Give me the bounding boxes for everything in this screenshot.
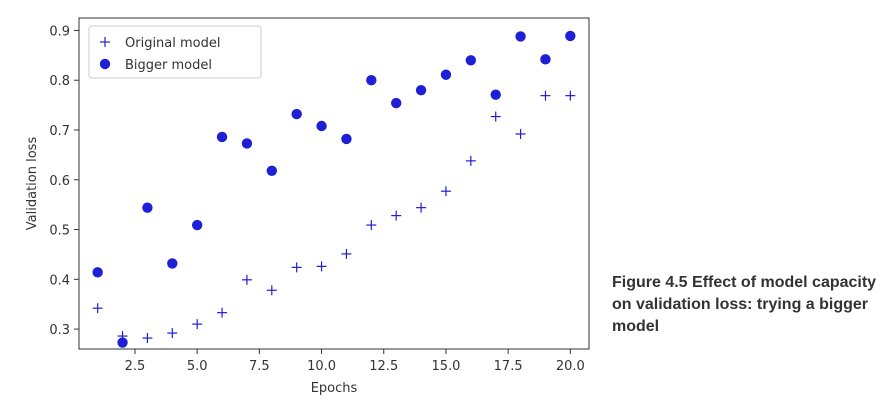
- bigger-model-point: [415, 84, 427, 96]
- bigger-model-point: [490, 89, 501, 100]
- y-axis-label: Validation loss: [25, 137, 40, 231]
- y-tick-label: 0.6: [49, 174, 70, 189]
- x-tick-label: 15.0: [431, 359, 460, 374]
- bigger-model-point: [142, 202, 153, 213]
- y-tick-label: 0.5: [49, 224, 70, 239]
- original-model-point: [92, 303, 103, 314]
- legend-circle-marker: [99, 58, 111, 70]
- bigger-model-point: [465, 55, 477, 66]
- original-model-point: [142, 333, 153, 344]
- original-model-point: [266, 285, 277, 296]
- original-model-point: [291, 262, 302, 273]
- x-tick-label: 7.5: [249, 359, 270, 374]
- y-axis: 0.3 0.4 0.5 0.6 0.7 0.8 0.9: [49, 24, 79, 338]
- bigger-model-point: [366, 75, 377, 86]
- x-tick-label: 10.0: [307, 359, 336, 374]
- legend-plus-marker: [100, 37, 110, 47]
- y-tick-label: 0.7: [49, 124, 70, 139]
- bigger-model-point: [291, 108, 302, 120]
- original-model-point: [565, 90, 576, 101]
- figure-number: Figure 4.5: [612, 274, 688, 291]
- x-tick-label: 17.5: [494, 359, 523, 374]
- bigger-model-point: [92, 267, 103, 278]
- bigger-model-point: [241, 138, 253, 149]
- figure-caption-text: Effect of model capacity on validation l…: [612, 274, 877, 335]
- x-axis: 2.5 5.0 7.5 10.0 12.5 15.0 17.5 20.0: [125, 349, 585, 374]
- legend: Original model Bigger model: [88, 25, 262, 79]
- x-tick-label: 2.5: [125, 359, 146, 374]
- original-model-point: [416, 202, 427, 213]
- figure-caption: Figure 4.5 Effect of model capacity on v…: [612, 272, 892, 338]
- x-tick-label: 20.0: [556, 359, 585, 374]
- y-tick-label: 0.4: [49, 273, 70, 288]
- x-axis-label: Epochs: [311, 381, 358, 396]
- legend-entry-label: Bigger model: [125, 58, 212, 73]
- bigger-model-point: [266, 165, 278, 177]
- bigger-model-point: [565, 30, 576, 42]
- original-model-point: [316, 261, 327, 272]
- original-model-point: [341, 248, 352, 259]
- bigger-model-point: [440, 69, 452, 80]
- original-model-point: [192, 319, 203, 330]
- plot-border: [78, 17, 590, 350]
- bigger-model-point: [540, 54, 551, 65]
- bigger-model-point: [191, 219, 203, 231]
- x-tick-label: 12.5: [369, 359, 398, 374]
- bigger-model-point: [515, 31, 526, 42]
- bigger-model-point: [390, 97, 402, 109]
- plot-frame: [78, 17, 590, 350]
- original-model-point: [167, 328, 178, 339]
- original-model-point: [490, 111, 501, 122]
- legend-entry-label: Original model: [125, 36, 220, 51]
- original-model-point: [540, 90, 551, 101]
- original-model-point: [440, 186, 451, 197]
- bigger-model-point: [316, 120, 327, 132]
- x-tick-label: 5.0: [187, 359, 208, 374]
- bigger-model-point: [341, 133, 352, 145]
- bigger-model-point: [167, 258, 178, 269]
- bigger-model-point: [216, 131, 228, 143]
- bigger-model-point: [117, 337, 128, 348]
- legend-box: [88, 25, 262, 79]
- y-tick-label: 0.9: [49, 24, 70, 39]
- original-model-point: [241, 274, 252, 285]
- data-points: [92, 30, 576, 348]
- original-model-point: [366, 220, 377, 231]
- original-model-point: [465, 155, 476, 166]
- original-model-point: [217, 307, 228, 318]
- original-model-point: [391, 210, 402, 221]
- y-tick-label: 0.3: [49, 323, 70, 338]
- original-model-point: [515, 128, 526, 139]
- y-tick-label: 0.8: [49, 74, 70, 89]
